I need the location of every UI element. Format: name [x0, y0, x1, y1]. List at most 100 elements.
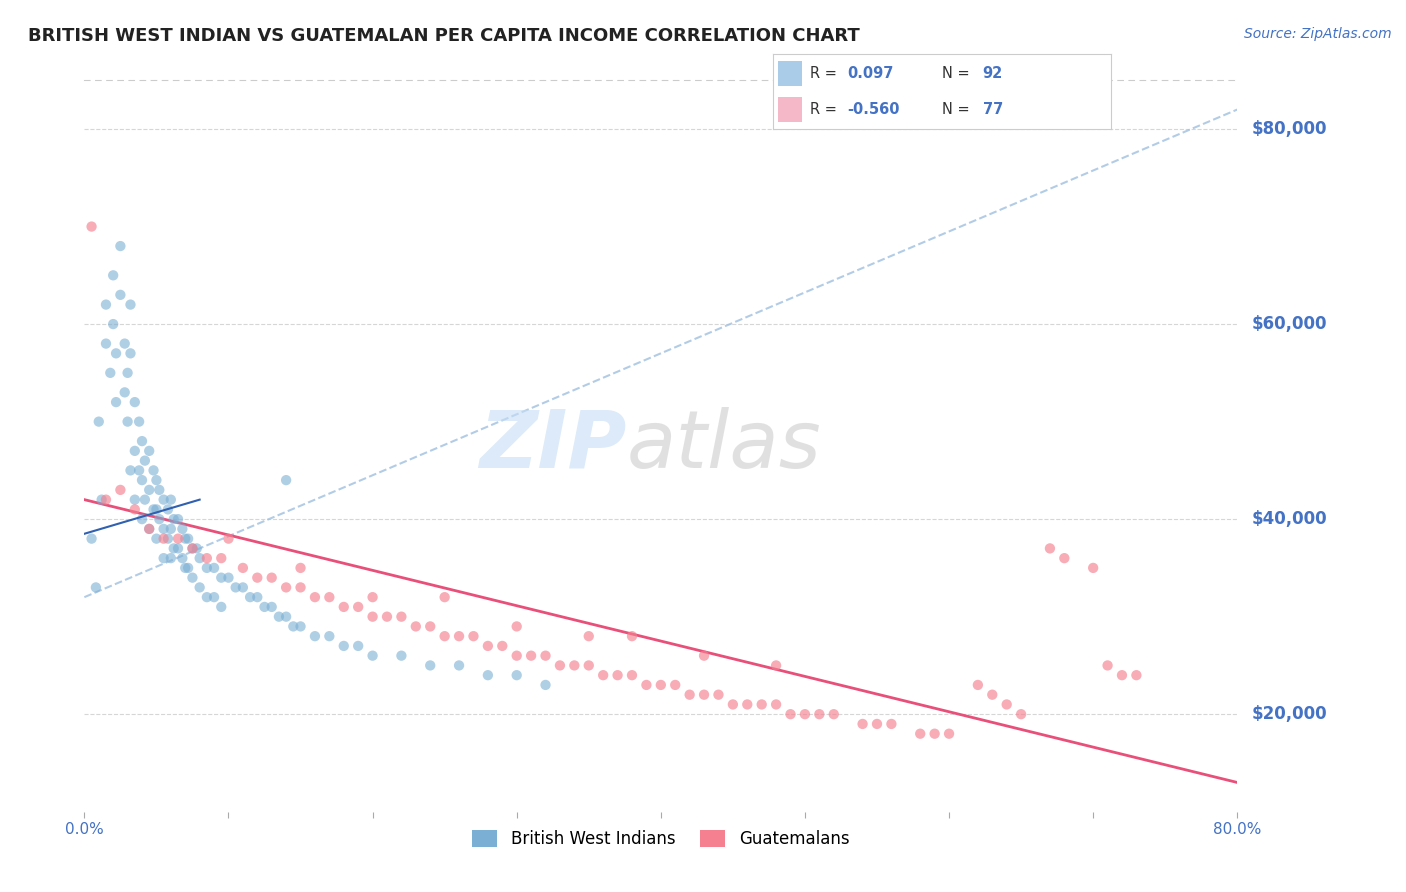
Point: [304, 629, 326, 643]
Point: [120, 346, 142, 360]
Point: [823, 707, 845, 722]
Point: [128, 463, 150, 477]
Point: [737, 698, 759, 712]
Point: [260, 599, 283, 614]
Text: ZIP: ZIP: [479, 407, 626, 485]
Point: [433, 590, 456, 604]
Point: [449, 658, 471, 673]
Point: [131, 434, 153, 449]
Point: [534, 648, 557, 663]
Point: [391, 609, 413, 624]
Text: BRITISH WEST INDIAN VS GUATEMALAN PER CAPITA INCOME CORRELATION CHART: BRITISH WEST INDIAN VS GUATEMALAN PER CA…: [28, 27, 860, 45]
Text: $80,000: $80,000: [1251, 120, 1327, 138]
Point: [391, 648, 413, 663]
Point: [260, 571, 283, 585]
Point: [94, 297, 117, 311]
Point: [1083, 561, 1105, 575]
Point: [202, 590, 225, 604]
Text: Source: ZipAtlas.com: Source: ZipAtlas.com: [1244, 27, 1392, 41]
Point: [87, 415, 110, 429]
Point: [94, 492, 117, 507]
Point: [167, 512, 190, 526]
Point: [124, 395, 146, 409]
Point: [177, 532, 200, 546]
Point: [808, 707, 831, 722]
Point: [167, 541, 190, 556]
Point: [94, 336, 117, 351]
Point: [145, 532, 167, 546]
Point: [765, 658, 787, 673]
Point: [174, 532, 197, 546]
Text: 77: 77: [983, 102, 1002, 117]
Text: atlas: atlas: [626, 407, 821, 485]
Point: [148, 512, 170, 526]
Point: [181, 571, 204, 585]
Point: [910, 727, 932, 741]
Point: [142, 463, 165, 477]
Text: N =: N =: [942, 102, 974, 117]
Point: [156, 502, 179, 516]
Point: [110, 483, 132, 497]
Point: [347, 599, 370, 614]
Point: [131, 473, 153, 487]
Point: [188, 581, 211, 595]
Point: [103, 268, 124, 283]
Point: [276, 609, 298, 624]
Point: [693, 648, 716, 663]
Point: [564, 658, 586, 673]
Point: [160, 492, 183, 507]
Point: [138, 483, 160, 497]
Point: [592, 668, 614, 682]
Point: [145, 473, 167, 487]
Point: [167, 532, 190, 546]
Point: [506, 648, 529, 663]
Point: [636, 678, 658, 692]
Point: [463, 629, 485, 643]
Point: [981, 688, 1004, 702]
Point: [419, 619, 441, 633]
Point: [520, 648, 543, 663]
Point: [1010, 707, 1032, 722]
Point: [347, 639, 370, 653]
Point: [120, 297, 142, 311]
Bar: [779, 97, 801, 122]
Point: [195, 551, 218, 566]
Point: [405, 619, 427, 633]
Point: [852, 717, 875, 731]
Point: [304, 590, 326, 604]
Point: [253, 599, 276, 614]
Text: $40,000: $40,000: [1251, 510, 1327, 528]
Point: [225, 581, 247, 595]
Text: R =: R =: [810, 102, 842, 117]
Point: [491, 639, 513, 653]
Point: [333, 599, 356, 614]
Point: [218, 571, 240, 585]
Point: [276, 473, 298, 487]
Point: [124, 502, 146, 516]
Point: [128, 415, 150, 429]
Point: [1053, 551, 1076, 566]
Point: [181, 541, 204, 556]
Point: [938, 727, 960, 741]
Point: [186, 541, 208, 556]
Point: [117, 415, 139, 429]
Point: [117, 366, 139, 380]
Point: [880, 717, 903, 731]
Point: [98, 366, 121, 380]
Point: [131, 512, 153, 526]
Point: [138, 522, 160, 536]
Point: [232, 561, 254, 575]
Point: [419, 658, 441, 673]
Point: [80, 219, 103, 234]
Point: [202, 561, 225, 575]
Point: [246, 590, 269, 604]
Point: [606, 668, 628, 682]
Legend: British West Indians, Guatemalans: British West Indians, Guatemalans: [465, 823, 856, 855]
Point: [283, 619, 305, 633]
Point: [679, 688, 702, 702]
Point: [621, 668, 644, 682]
Point: [209, 571, 232, 585]
Point: [1097, 658, 1119, 673]
Point: [506, 668, 529, 682]
Point: [290, 619, 312, 633]
